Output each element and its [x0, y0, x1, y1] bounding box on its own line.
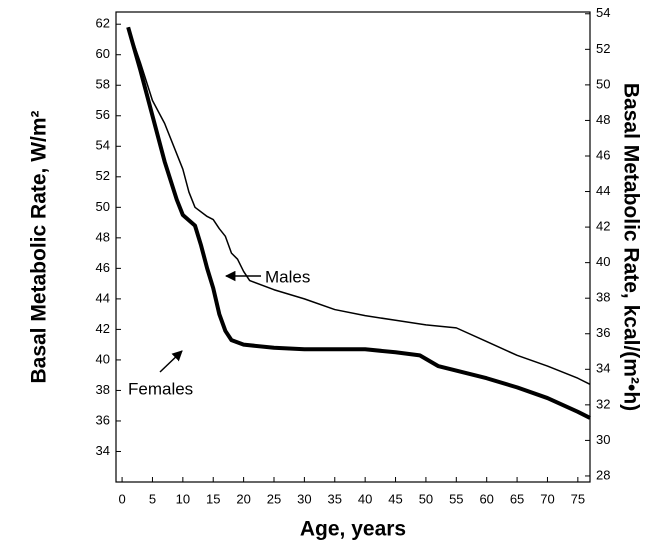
- y-tick-label: 36: [96, 412, 110, 427]
- y2-tick-label: 38: [596, 290, 610, 305]
- x-axis-title: Age, years: [300, 518, 406, 541]
- y-tick-label: 56: [96, 107, 110, 122]
- series-line: [126, 26, 591, 420]
- x-tick-label: 20: [236, 491, 250, 506]
- males-label: Males: [265, 267, 310, 286]
- y-tick-label: 62: [96, 16, 110, 31]
- y2-tick-label: 42: [596, 219, 610, 234]
- y2-tick-label: 50: [596, 76, 610, 91]
- x-tick-label: 5: [149, 491, 156, 506]
- y-tick-label: 44: [96, 290, 110, 305]
- y-tick-label: 58: [96, 77, 110, 92]
- y2-tick-label: 30: [596, 432, 610, 447]
- y-tick-label: 40: [96, 351, 110, 366]
- y-tick-label: 52: [96, 168, 110, 183]
- x-tick-label: 25: [267, 491, 281, 506]
- y2-tick-label: 40: [596, 254, 610, 269]
- y2-tick-label: 54: [596, 5, 610, 20]
- y-tick-label: 60: [96, 46, 110, 61]
- y2-tick-label: 34: [596, 361, 610, 376]
- x-tick-label: 70: [540, 491, 554, 506]
- y2-tick-label: 44: [596, 183, 610, 198]
- x-tick-label: 55: [449, 491, 463, 506]
- x-tick-label: 0: [118, 491, 125, 506]
- x-tick-label: 10: [176, 491, 190, 506]
- y2-tick-label: 52: [596, 41, 610, 56]
- y-tick-label: 34: [96, 443, 110, 458]
- y2-tick-label: 48: [596, 112, 610, 127]
- y2-axis-title: Basal Metabolic Rate, kcal/(m²•h): [619, 83, 642, 411]
- y2-tick-label: 36: [596, 325, 610, 340]
- x-tick-label: 60: [479, 491, 493, 506]
- x-tick-label: 40: [358, 491, 372, 506]
- y2-tick-label: 28: [596, 467, 610, 482]
- females-label: Females: [128, 379, 193, 398]
- females-arrow: [159, 350, 183, 373]
- series-line: [127, 27, 591, 386]
- x-tick-label: 75: [571, 491, 585, 506]
- y2-tick-label: 46: [596, 147, 610, 162]
- y2-tick-label: 32: [596, 396, 610, 411]
- y-tick-label: 46: [96, 260, 110, 275]
- y-axis-title: Basal Metabolic Rate, W/m²: [28, 110, 51, 383]
- plot-frame: [115, 11, 591, 483]
- x-tick-label: 50: [419, 491, 433, 506]
- y-tick-label: 50: [96, 199, 110, 214]
- y-tick-label: 38: [96, 382, 110, 397]
- x-tick-label: 15: [206, 491, 220, 506]
- x-tick-label: 65: [510, 491, 524, 506]
- x-tick-label: 35: [328, 491, 342, 506]
- y-tick-label: 54: [96, 138, 110, 153]
- y-tick-label: 42: [96, 321, 110, 336]
- y-tick-label: 48: [96, 229, 110, 244]
- x-tick-label: 45: [388, 491, 402, 506]
- x-tick-label: 30: [297, 491, 311, 506]
